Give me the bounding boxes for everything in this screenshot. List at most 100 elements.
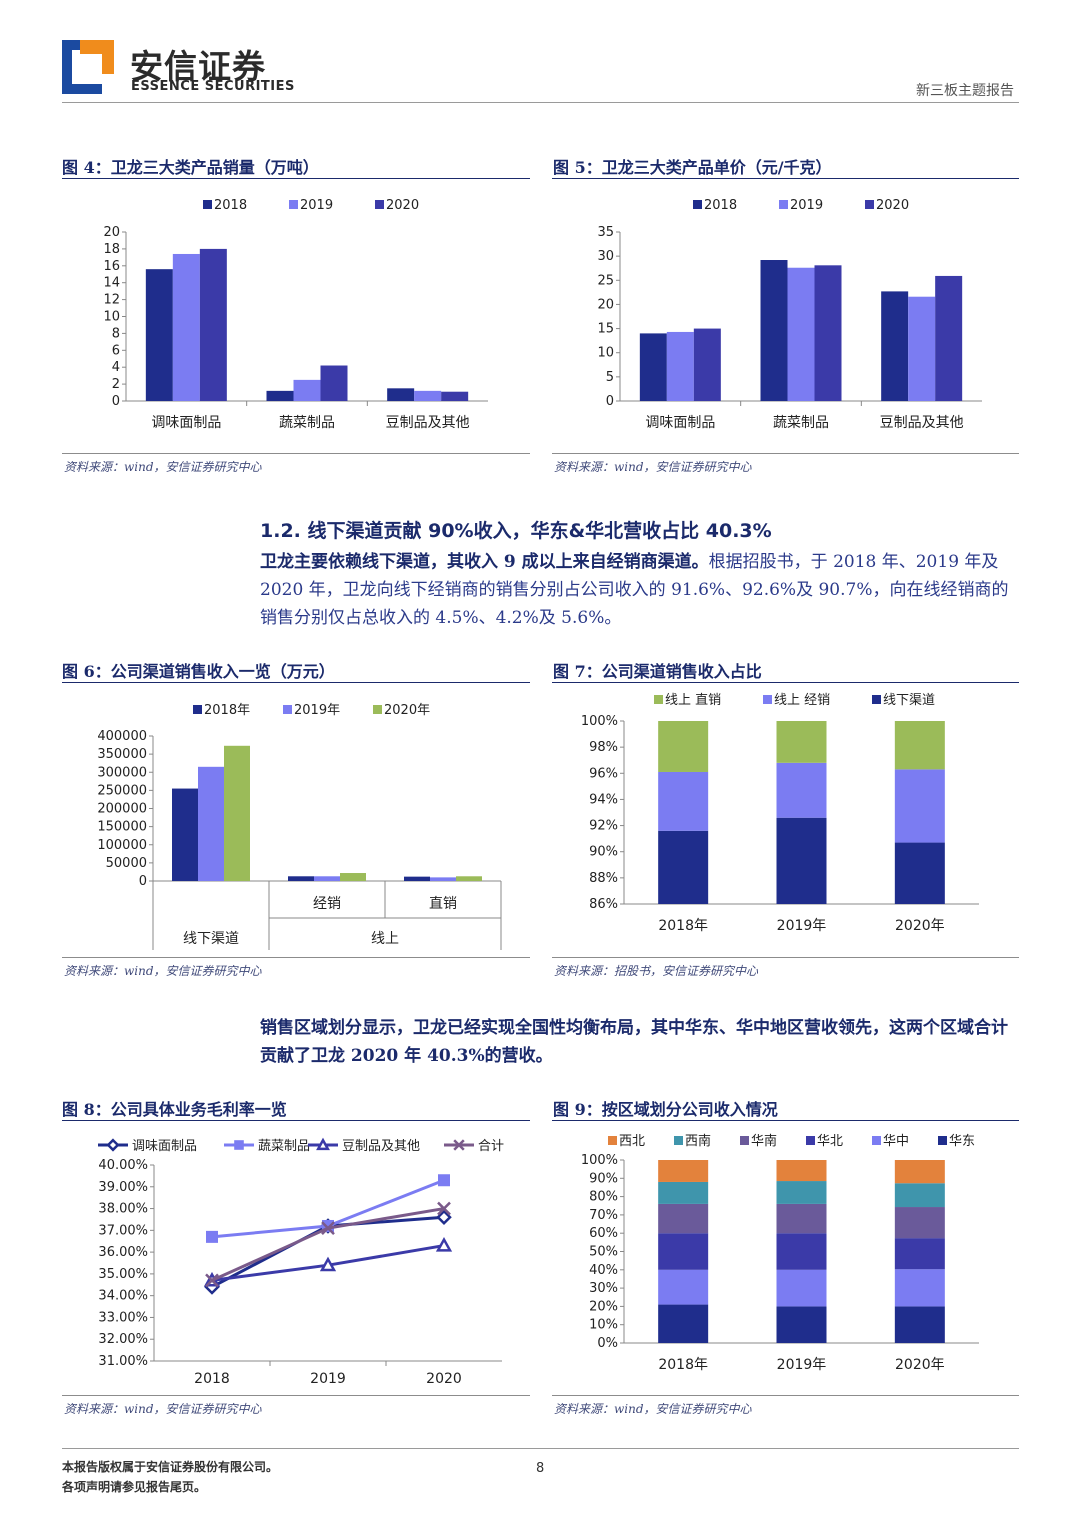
chart-fig6-group-label-1: 线上 — [371, 931, 399, 947]
fig8-source: 资料来源：wind，安信证券研究中心 — [64, 1402, 262, 1416]
chart-fig5-xlabel-1: 蔬菜制品 — [773, 415, 829, 431]
chart-fig9-segment-2-3 — [894, 1207, 945, 1239]
chart-fig7-ytick-6: 98% — [589, 740, 618, 755]
chart-fig6-bar-0-2 — [224, 745, 250, 881]
chart-fig8-ytick-7: 38.00% — [98, 1202, 148, 1217]
chart-fig4-ytick-1: 2 — [112, 377, 120, 392]
fig6-bottom-rule — [62, 957, 530, 958]
chart-fig4-ytick-5: 10 — [103, 310, 120, 325]
chart-fig6-bar-2-1 — [430, 877, 456, 881]
chart-fig8-legend-label-0: 调味面制品 — [132, 1139, 197, 1154]
chart-fig4-ytick-10: 20 — [103, 225, 120, 240]
chart-fig4-legend-label-1: 2019 — [300, 198, 333, 213]
fig5-chart: 2018 2019 2020 0 5 10 15 20 25 30 35 调味面制品 蔬菜制品 豆制品及其… — [597, 198, 982, 431]
chart-fig4-bar-0-1 — [172, 253, 200, 401]
chart-fig9-ytick-8: 80% — [589, 1190, 618, 1205]
chart-fig9-ytick-3: 30% — [589, 1281, 618, 1296]
chart-fig4-xlabel-1: 蔬菜制品 — [279, 415, 335, 431]
chart-fig7-ytick-7: 100% — [581, 714, 618, 729]
chart-fig5-bar-2-0 — [881, 291, 909, 401]
chart-fig4-bar-2-1 — [414, 390, 442, 401]
chart-fig9-legend-label-5: 华东 — [949, 1134, 975, 1149]
chart-fig7-segment-0-0 — [658, 721, 709, 772]
fig5-source: 资料来源：wind，安信证券研究中心 — [554, 460, 752, 474]
chart-fig5-ytick-6: 30 — [597, 249, 614, 264]
chart-fig9-segment-2-2 — [894, 1238, 945, 1270]
chart-fig8-point-0-2 — [436, 1209, 452, 1226]
chart-fig9-segment-0-1 — [658, 1269, 709, 1305]
chart-fig4-xlabel-0: 调味面制品 — [151, 415, 221, 431]
chart-fig5-bar-0-0 — [639, 333, 667, 401]
chart-fig9-ytick-6: 60% — [589, 1226, 618, 1241]
fig6-chart: 2018年 2019年 2020年 0 50000 100000 150000 200000 2… — [97, 703, 502, 950]
chart-fig5-bar-2-2 — [935, 275, 963, 401]
chart-fig8-ytick-9: 40.00% — [98, 1158, 148, 1173]
chart-fig9-legend-swatch-3 — [806, 1136, 815, 1145]
chart-fig9-segment-0-5 — [658, 1160, 709, 1182]
chart-fig6-bar-0-1 — [198, 766, 224, 881]
logo-en: ESSENCE SECURITIES — [131, 79, 295, 94]
chart-fig7-segment-2-2 — [894, 842, 945, 904]
chart-fig8-point-2-1 — [319, 1256, 337, 1272]
fig9-chart: 西北 西南 华南 华北 华中 华东 0% 10% 20% 30% 40% 50% 60% 70% 80% 90… — [581, 1133, 979, 1373]
paragraph-2-body: 销售区域划分显示，卫龙已经实现全国性均衡布局，其中华东、华中地区营收领先，这两个… — [260, 1018, 1008, 1066]
chart-fig5-xlabel-0: 调味面制品 — [645, 415, 715, 431]
chart-fig9-legend-swatch-0 — [608, 1136, 617, 1145]
chart-fig5-bar-1-0 — [760, 260, 788, 401]
chart-fig7-segment-1-0 — [776, 721, 827, 763]
chart-fig7-legend-label-0: 线上 直销 — [665, 693, 721, 708]
chart-fig4-bar-0-2 — [199, 248, 227, 401]
chart-fig7-segment-0-1 — [658, 771, 709, 831]
chart-fig9-segment-1-4 — [776, 1181, 827, 1204]
chart-fig8-xlabel-1: 2019 — [310, 1371, 346, 1387]
chart-fig4-ytick-6: 12 — [103, 293, 120, 308]
chart-fig5-ytick-4: 20 — [597, 297, 614, 312]
chart-fig8-ytick-1: 32.00% — [98, 1332, 148, 1347]
chart-fig6-bar-1-1 — [314, 876, 340, 881]
chart-fig6-xlabel-1: 经销 — [313, 896, 341, 912]
chart-fig5-ytick-2: 10 — [597, 346, 614, 361]
chart-fig9-segment-1-2 — [776, 1233, 827, 1270]
chart-fig9-legend-label-0: 西北 — [619, 1134, 645, 1149]
chart-fig6-ytick-4: 200000 — [97, 802, 147, 817]
footer-disclaimer: 各项声明请参见报告尾页。 — [62, 1480, 207, 1494]
chart-fig4-bar-1-2 — [320, 365, 348, 401]
chart-fig9-segment-1-1 — [776, 1269, 827, 1307]
chart-fig4-ytick-4: 8 — [112, 326, 120, 341]
chart-fig9-segment-1-5 — [776, 1160, 827, 1182]
chart-fig4-legend-swatch-0 — [203, 200, 212, 209]
chart-fig8-point-3-1 — [321, 1221, 335, 1236]
chart-fig7-legend-swatch-2 — [872, 695, 881, 704]
chart-fig4-legend-swatch-2 — [375, 200, 384, 209]
fig4-source: 资料来源：wind，安信证券研究中心 — [64, 460, 262, 474]
chart-fig8-xlabel-0: 2018 — [194, 1371, 230, 1387]
chart-fig9-segment-0-2 — [658, 1233, 709, 1270]
chart-fig9-legend-label-1: 西南 — [685, 1133, 711, 1149]
logo-mark-icon — [62, 40, 114, 94]
chart-fig8-point-2-2 — [435, 1237, 453, 1252]
chart-fig9-legend-swatch-1 — [674, 1136, 683, 1145]
chart-fig5-legend-swatch-0 — [693, 200, 702, 209]
chart-fig7-legend-label-2: 线下渠道 — [883, 693, 935, 708]
fig6-rule — [62, 682, 530, 683]
chart-fig8-legend-marker-1 — [234, 1140, 244, 1150]
chart-fig5-legend-swatch-2 — [865, 200, 874, 209]
chart-fig4-ytick-8: 16 — [103, 259, 120, 274]
chart-fig5-bar-0-1 — [666, 331, 694, 401]
chart-fig5-ytick-5: 25 — [597, 273, 614, 288]
chart-fig5-legend-label-0: 2018 — [704, 198, 737, 213]
chart-fig9-segment-2-5 — [894, 1160, 945, 1184]
chart-fig8-legend-marker-3 — [453, 1139, 465, 1151]
fig5-rule — [552, 178, 1019, 179]
fig4-title: 图 4：卫龙三大类产品销量（万吨） — [62, 158, 319, 177]
fig9-rule — [552, 1120, 1019, 1121]
chart-fig9-xlabel-0: 2018年 — [658, 1357, 708, 1373]
section-paragraph-1: 卫龙主要依赖线下渠道，其收入 9 成以上来自经销商渠道。根据招股书，于 2018… — [260, 548, 1020, 632]
chart-fig6-ytick-6: 300000 — [97, 765, 147, 780]
chart-fig9-ytick-5: 50% — [589, 1245, 618, 1260]
chart-fig6-legend-swatch-2 — [373, 705, 382, 714]
chart-fig9-segment-2-0 — [894, 1306, 945, 1343]
chart-fig7-segment-1-1 — [776, 762, 827, 818]
chart-fig8-ytick-6: 37.00% — [98, 1223, 148, 1238]
chart-fig7-segment-2-1 — [894, 769, 945, 843]
